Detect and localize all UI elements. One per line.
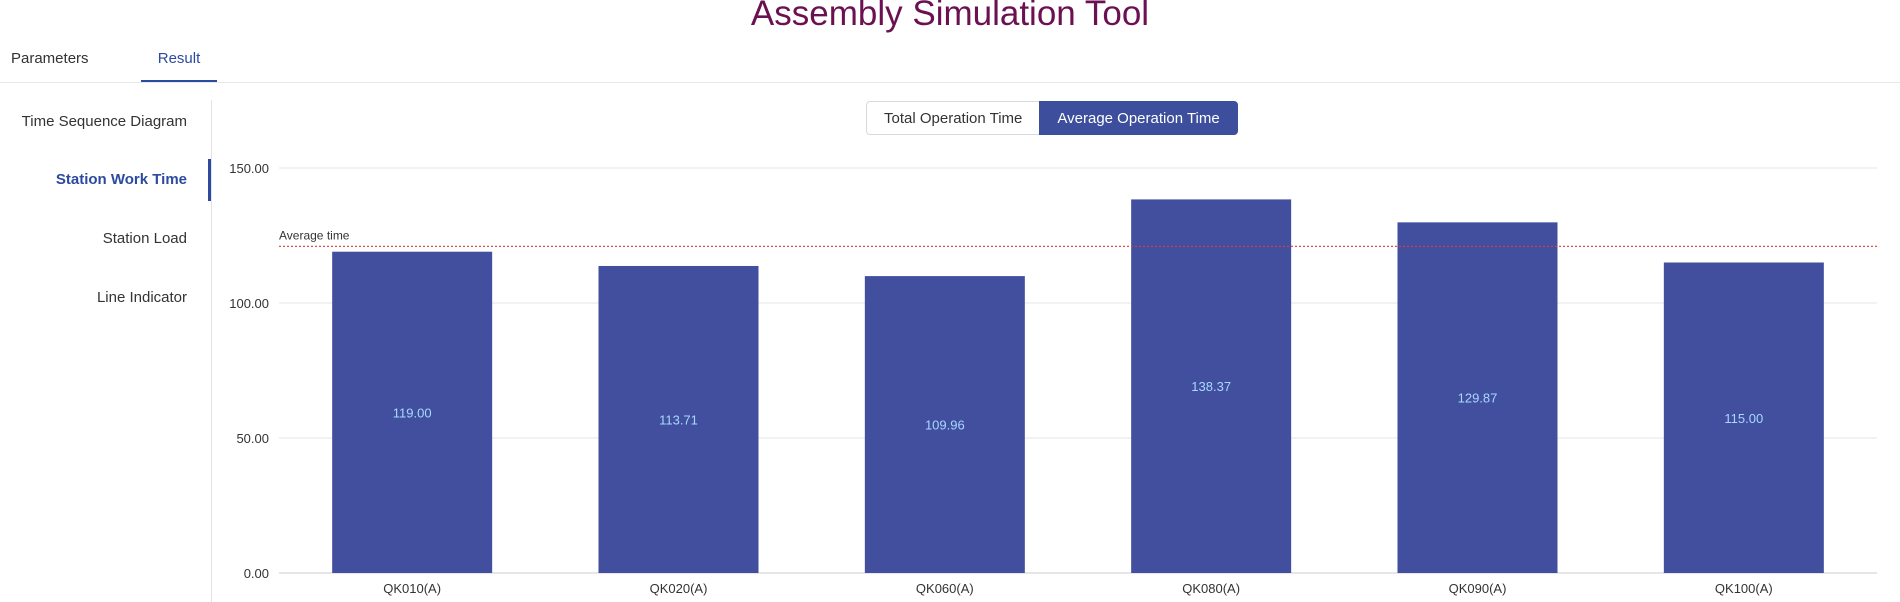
tab-result[interactable]: Result xyxy=(141,44,217,82)
x-tick-label: QK080(A) xyxy=(1182,581,1240,596)
bar xyxy=(1663,262,1824,573)
y-tick-label: 150.00 xyxy=(229,161,269,176)
x-tick-label: QK020(A) xyxy=(650,581,708,596)
total-operation-time-button[interactable]: Total Operation Time xyxy=(866,101,1040,135)
bar xyxy=(598,265,759,573)
x-tick-label: QK060(A) xyxy=(916,581,974,596)
x-tick-label: QK100(A) xyxy=(1715,581,1773,596)
bar-value-label: 138.37 xyxy=(1191,379,1231,394)
bar xyxy=(1131,199,1292,573)
bar-value-label: 115.00 xyxy=(1724,411,1763,426)
x-tick-label: QK010(A) xyxy=(383,581,441,596)
app-title: Assembly Simulation Tool xyxy=(750,0,1150,33)
bar xyxy=(864,276,1025,573)
bar xyxy=(1397,222,1558,573)
tab-parameters[interactable]: Parameters xyxy=(11,50,89,67)
y-tick-label: 0.00 xyxy=(244,566,269,581)
active-menu-indicator xyxy=(208,159,211,201)
average-operation-time-button[interactable]: Average Operation Time xyxy=(1039,101,1238,135)
bar-value-label: 119.00 xyxy=(393,405,432,420)
tabs-divider xyxy=(0,82,1900,83)
menu-item-station-load[interactable]: Station Load xyxy=(102,230,187,247)
bar-value-label: 109.96 xyxy=(925,418,965,433)
operation-time-toggle: Total Operation Time Average Operation T… xyxy=(866,101,1238,135)
y-tick-label: 100.00 xyxy=(229,296,269,311)
menu-item-time-sequence-diagram[interactable]: Time Sequence Diagram xyxy=(21,113,187,130)
menu-item-line-indicator[interactable]: Line Indicator xyxy=(96,289,187,306)
y-tick-label: 50.00 xyxy=(236,431,269,446)
side-menu: Time Sequence Diagram Station Work Time … xyxy=(0,100,212,602)
x-tick-label: QK090(A) xyxy=(1449,581,1507,596)
menu-item-station-work-time[interactable]: Station Work Time xyxy=(55,171,187,188)
bar xyxy=(332,251,493,573)
bar-value-label: 129.87 xyxy=(1458,391,1498,406)
average-time-label: Average time xyxy=(279,228,350,242)
bar-value-label: 113.71 xyxy=(659,412,698,427)
